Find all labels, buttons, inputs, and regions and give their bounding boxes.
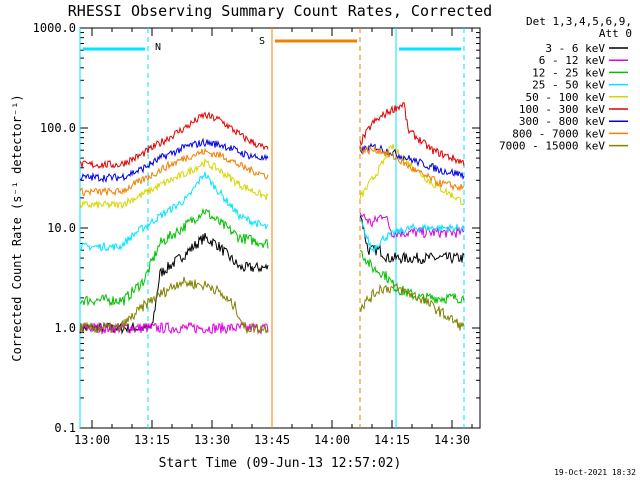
observing-markers: NS	[79, 28, 465, 428]
x-tick-label: 13:00	[74, 433, 110, 447]
series-line-post-7000-15000keVkev	[359, 282, 465, 331]
legend-label: 12 - 25 keV	[532, 66, 605, 79]
series-line-pre-50-100keVkev	[79, 158, 269, 210]
series-line-post-3-6keVkev	[359, 215, 465, 265]
y-tick-label: 1000.0	[33, 21, 76, 35]
series-line-pre-25-50keVkev	[79, 171, 269, 252]
tick-labels: 0.1 1.0 10.0 100.0 1000.0 13:00 13:15 13:30 13:4…	[33, 21, 470, 447]
legend-label: 800 - 7000 keV	[512, 127, 605, 140]
series-line-post-25-50keVkev	[359, 218, 465, 254]
y-tick-label: 10.0	[47, 221, 76, 235]
x-tick-label: 14:15	[374, 433, 410, 447]
legend-label: 6 - 12 keV	[539, 54, 606, 67]
series-line-post-800-7000keVkev	[359, 145, 465, 192]
chart-title: RHESSI Observing Summary Count Rates, Co…	[68, 2, 492, 20]
legend-label: 7000 - 15000 keV	[499, 140, 605, 153]
x-tick-label: 14:30	[434, 433, 470, 447]
series-line-pre-800-7000keVkev	[79, 147, 269, 197]
x-tick-label: 13:30	[194, 433, 230, 447]
y-axis-label: Corrected Count Rate (s⁻¹ detector⁻¹)	[10, 94, 24, 361]
x-axis-label: Start Time (09-Jun-13 12:57:02)	[159, 456, 402, 471]
series-line-pre-7000-15000keVkev	[79, 276, 269, 335]
legend-label: 3 - 6 keV	[545, 42, 605, 55]
series-line-post-6-12keVkev	[359, 212, 465, 239]
x-tick-label: 14:00	[314, 433, 350, 447]
series-line-post-50-100keVkev	[359, 144, 465, 206]
legend-header-line-1: Det 1,3,4,5,6,9,	[526, 15, 632, 28]
saa-label: S	[259, 36, 265, 47]
series-line-post-300-800keVkev	[359, 142, 465, 181]
series-line-pre-300-800keVkev	[79, 137, 269, 184]
series-line-pre-100-300keVkev	[79, 111, 269, 170]
y-tick-label: 0.1	[54, 421, 76, 435]
series-line-pre-12-25keVkev	[79, 207, 269, 307]
legend-label: 300 - 800 keV	[519, 115, 605, 128]
series-group	[79, 102, 465, 335]
legend-label: 50 - 100 keV	[526, 91, 606, 104]
night-label: N	[155, 42, 161, 53]
x-tick-label: 13:45	[254, 433, 290, 447]
y-tick-label: 1.0	[54, 321, 76, 335]
legend-header-line-2: Att 0	[599, 27, 632, 40]
legend-label: 100 - 300 keV	[519, 103, 605, 116]
series-line-post-12-25keVkev	[359, 250, 465, 305]
series-line-pre-6-12keVkev	[79, 321, 269, 335]
x-tick-label: 13:15	[134, 433, 170, 447]
legend-label: 25 - 50 keV	[532, 79, 605, 92]
series-line-post-100-300keVkev	[359, 102, 465, 167]
generated-timestamp: 19-Oct-2021 18:32	[554, 468, 636, 477]
y-tick-label: 100.0	[40, 121, 76, 135]
